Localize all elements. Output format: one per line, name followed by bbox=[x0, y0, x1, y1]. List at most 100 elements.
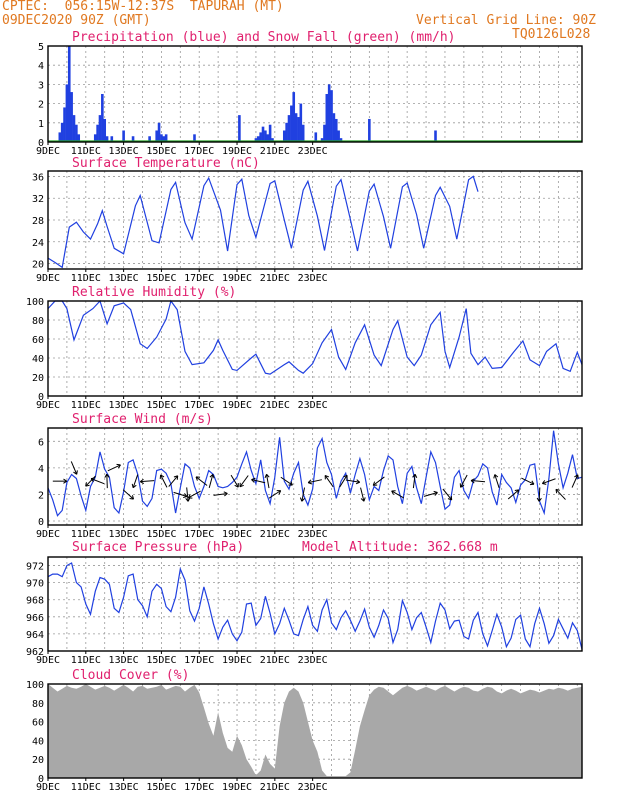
precip-bar bbox=[155, 130, 158, 142]
wind-arrow-shaft bbox=[239, 475, 249, 488]
precip-bar bbox=[110, 136, 114, 142]
wind-arrow-shaft bbox=[213, 492, 228, 496]
wind-arrow-shaft bbox=[90, 478, 105, 485]
wind-arrow-head bbox=[355, 479, 361, 485]
y-tick-label: 970 bbox=[26, 579, 44, 590]
wind-arrow-shaft bbox=[122, 489, 134, 500]
wind-arrow-head bbox=[173, 475, 179, 480]
wind-arrow-head bbox=[63, 478, 68, 484]
precip-bar bbox=[334, 118, 338, 142]
wind-arrow bbox=[391, 490, 405, 499]
pres-frame bbox=[47, 556, 583, 652]
wind-arrow bbox=[536, 487, 542, 502]
precip-bar bbox=[70, 92, 73, 142]
precip-bar bbox=[264, 130, 267, 142]
precip-bar bbox=[266, 134, 270, 142]
wind-arrow-shaft bbox=[391, 490, 405, 499]
x-tick-label: 9DEC bbox=[36, 273, 60, 284]
precip-bar bbox=[98, 115, 102, 142]
precip-bar bbox=[122, 130, 125, 142]
wind-arrow bbox=[541, 478, 556, 485]
x-tick-label: 13DEC bbox=[109, 782, 139, 793]
precip-bar bbox=[325, 94, 329, 142]
wind-arrow-head bbox=[447, 495, 453, 501]
wind-arrow-head bbox=[209, 474, 215, 479]
x-tick-label: 23DEC bbox=[298, 146, 328, 157]
wind-arrow-head bbox=[343, 474, 348, 480]
wind-arrow bbox=[52, 478, 68, 484]
wind-arrow bbox=[307, 479, 322, 485]
wind-arrow-head bbox=[129, 495, 135, 500]
wind-arrow-shaft bbox=[324, 475, 334, 488]
precip-bar bbox=[148, 136, 151, 142]
y-tick-label: 4 bbox=[38, 464, 44, 475]
y-tick-label: 32 bbox=[32, 194, 44, 205]
y-tick-label: 40 bbox=[32, 736, 44, 747]
y-tick-label: 968 bbox=[26, 596, 44, 607]
wind-arrow bbox=[423, 490, 438, 497]
precip-bar bbox=[101, 94, 104, 142]
wind-arrow-shaft bbox=[195, 476, 208, 486]
y-tick-label: 0 bbox=[38, 774, 44, 785]
x-tick-label: 11DEC bbox=[71, 273, 101, 284]
pres-title: Surface Pressure (hPa) bbox=[72, 540, 244, 555]
wind-arrow-head bbox=[536, 497, 542, 502]
wind-arrow bbox=[239, 475, 249, 488]
wind-arrow bbox=[208, 474, 215, 489]
x-tick-label: 23DEC bbox=[298, 529, 328, 540]
wind-arrow-head bbox=[276, 490, 282, 495]
x-tick-label: 13DEC bbox=[109, 655, 139, 666]
precip-bar bbox=[285, 122, 288, 142]
wind-arrow-head bbox=[223, 491, 228, 497]
precip-bar bbox=[67, 46, 71, 142]
x-tick-label: 19DEC bbox=[222, 400, 252, 411]
pres-annotation: Model Altitude: 362.668 m bbox=[302, 540, 498, 555]
wind-arrow-head bbox=[372, 481, 378, 486]
temp-line bbox=[47, 175, 479, 269]
x-tick-label: 11DEC bbox=[71, 655, 101, 666]
x-tick-label: 21DEC bbox=[260, 400, 290, 411]
rh-panel: 0 20 40 60 80 100 9DEC 11DEC 13DEC 15DEC 17DEC 19DE… bbox=[26, 285, 583, 411]
wind-arrow-shaft bbox=[208, 474, 214, 489]
wind-arrow bbox=[555, 488, 566, 500]
header-grid-line: Vertical Grid Line: 90Z bbox=[416, 13, 597, 28]
x-tick-label: 11DEC bbox=[71, 529, 101, 540]
wind-arrow-head bbox=[360, 497, 366, 502]
wind-arrow bbox=[70, 461, 78, 475]
wind-arrow bbox=[299, 487, 306, 502]
wind-arrow-shaft bbox=[266, 474, 270, 489]
y-tick-label: 20 bbox=[32, 373, 44, 384]
temp-panel: 20 24 28 32 36 9DEC 11DEC 13DEC 15DEC 17DEC 19DEC 2… bbox=[32, 156, 583, 284]
precip-panel: 0 1 2 3 4 5 9DEC 11DEC 13DEC 15DEC 17DEC 19DEC 21DEC… bbox=[36, 30, 583, 157]
y-tick-label: 100 bbox=[26, 297, 44, 308]
y-tick-label: 5 bbox=[38, 42, 44, 53]
x-tick-label: 19DEC bbox=[222, 655, 252, 666]
x-tick-label: 13DEC bbox=[109, 146, 139, 157]
wind-arrow bbox=[139, 478, 155, 484]
wind-arrow-head bbox=[574, 474, 579, 479]
wind-arrow bbox=[187, 490, 201, 499]
y-tick-label: 0 bbox=[38, 517, 44, 528]
y-tick-label: 60 bbox=[32, 718, 44, 729]
precip-bar bbox=[105, 136, 109, 142]
wind-arrow-shaft bbox=[160, 474, 168, 488]
wind-arrow bbox=[122, 489, 135, 500]
precip-bar bbox=[268, 124, 272, 142]
x-tick-label: 15DEC bbox=[146, 655, 176, 666]
wind-arrow-shaft bbox=[168, 475, 179, 487]
wind-arrow-shaft bbox=[471, 480, 486, 483]
precip-bar bbox=[290, 105, 293, 142]
y-tick-label: 60 bbox=[32, 335, 44, 346]
precip-bar bbox=[238, 115, 241, 142]
precip-bar bbox=[330, 90, 333, 142]
wind-arrow-head bbox=[433, 490, 438, 496]
x-tick-label: 15DEC bbox=[146, 146, 176, 157]
y-tick-label: 36 bbox=[32, 172, 44, 183]
precip-bar bbox=[58, 132, 62, 142]
wind-arrow bbox=[412, 473, 418, 489]
y-tick-label: 1 bbox=[38, 119, 44, 130]
wind-arrow bbox=[195, 476, 208, 486]
wind-arrow-head bbox=[234, 483, 239, 488]
precip-bar bbox=[314, 132, 318, 142]
wind-line bbox=[47, 430, 583, 517]
